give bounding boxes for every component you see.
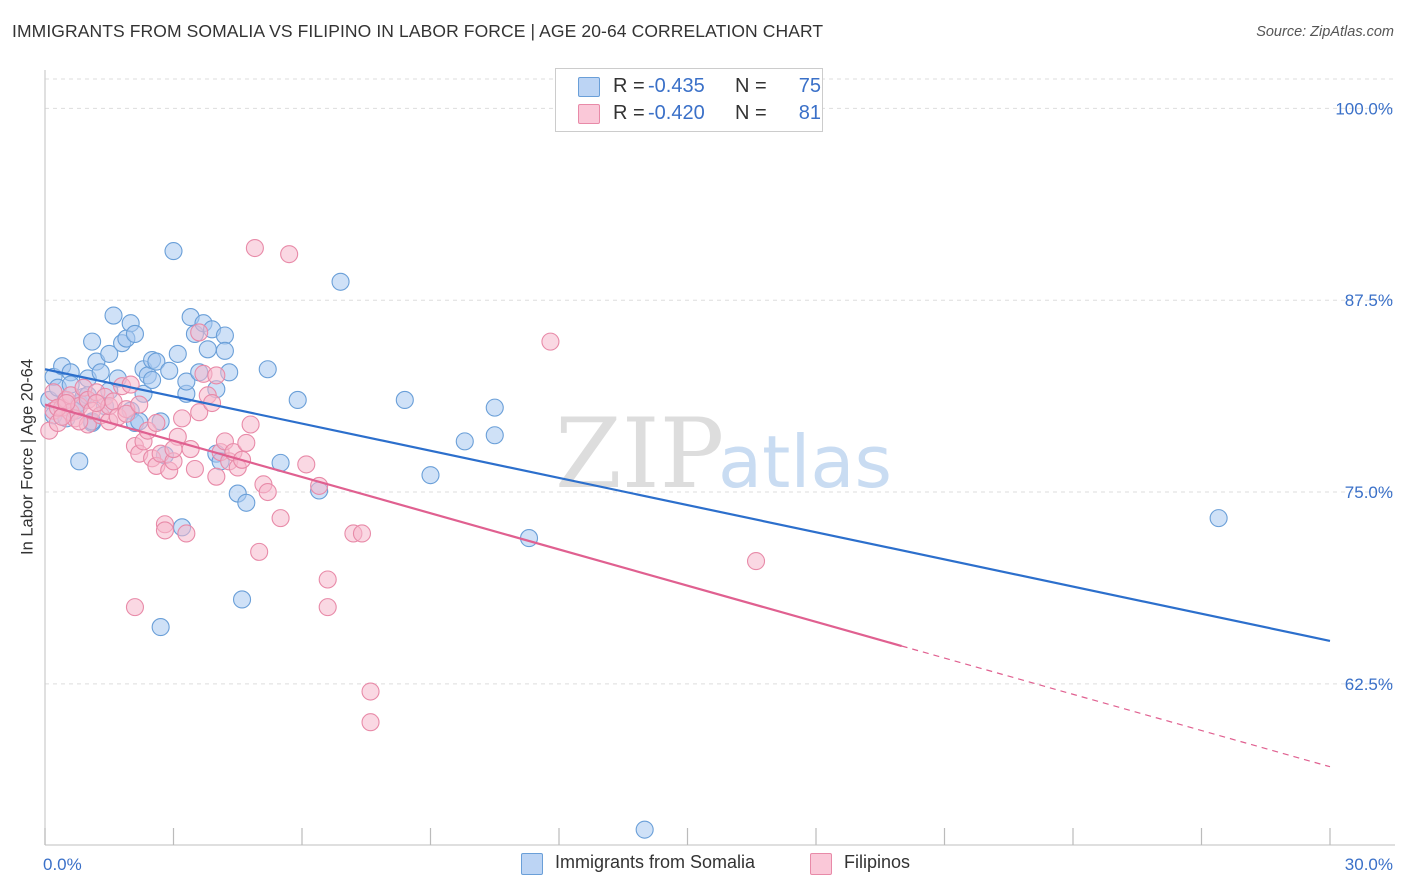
somalia-point bbox=[421, 466, 440, 485]
somalia-point bbox=[104, 306, 123, 325]
somalia-point bbox=[100, 344, 119, 363]
somalia-point bbox=[177, 372, 196, 391]
filipino-point bbox=[250, 542, 269, 561]
filipino-point bbox=[185, 459, 204, 479]
watermark: ZIP atlas bbox=[555, 398, 892, 510]
filipino-point bbox=[318, 570, 337, 589]
somalia-point bbox=[519, 529, 539, 548]
somalia-legend-label: Immigrants from Somalia bbox=[555, 852, 756, 872]
filipino-point bbox=[70, 412, 89, 431]
x-tick-label: 0.0% bbox=[43, 855, 82, 874]
somalia-point bbox=[237, 493, 256, 512]
filipino-point bbox=[190, 323, 209, 342]
filipino-point bbox=[87, 393, 106, 413]
filipino-swatch bbox=[578, 104, 600, 124]
filipino-point bbox=[541, 332, 560, 351]
filipino-point bbox=[352, 524, 372, 543]
somalia-point bbox=[215, 341, 234, 360]
somalia-point bbox=[164, 242, 183, 261]
x-tick-label: 30.0% bbox=[1345, 855, 1393, 874]
somalia-point bbox=[151, 618, 170, 637]
tick-labels: 62.5% 75.0% 87.5% 100.0% 0.0% 30.0% bbox=[43, 99, 1393, 874]
somalia-point bbox=[160, 361, 179, 380]
filipino-point bbox=[147, 413, 166, 433]
somalia-point bbox=[258, 360, 277, 379]
watermark-atlas: atlas bbox=[718, 420, 892, 504]
filipino-point bbox=[155, 521, 174, 540]
somalia-point bbox=[143, 370, 162, 390]
filipino-legend-swatch bbox=[810, 853, 832, 875]
somalia-point bbox=[168, 344, 187, 363]
y-tick-label: 100.0% bbox=[1335, 99, 1393, 118]
somalia-legend-swatch bbox=[521, 853, 543, 875]
filipino-point bbox=[241, 415, 260, 434]
somalia-point bbox=[70, 452, 89, 471]
legend-r-value: -0.435 bbox=[648, 75, 705, 97]
trend-lines bbox=[44, 368, 1331, 768]
somalia-point bbox=[198, 340, 217, 359]
somalia-point bbox=[485, 426, 504, 445]
somalia-point bbox=[125, 324, 144, 344]
y-tick-label: 75.0% bbox=[1345, 483, 1393, 502]
somalia-point bbox=[1209, 509, 1228, 528]
data-points bbox=[40, 238, 1228, 839]
somalia-point bbox=[232, 590, 252, 609]
filipino-point bbox=[258, 482, 277, 502]
watermark-zip: ZIP bbox=[555, 398, 724, 510]
filipino-point bbox=[130, 395, 149, 414]
somalia-point bbox=[91, 363, 110, 382]
filipino-point bbox=[173, 409, 192, 428]
filipino-point bbox=[237, 433, 256, 452]
legend-r-label: R = bbox=[613, 102, 645, 124]
somalia-point bbox=[455, 432, 474, 451]
filipino-point bbox=[177, 524, 196, 543]
legend-n-value: 81 bbox=[798, 102, 821, 124]
bottom-legend-filipinos: Filipinos bbox=[810, 852, 930, 876]
filipino-point bbox=[117, 404, 136, 423]
filipino-point bbox=[297, 455, 316, 474]
filipino-point bbox=[121, 375, 140, 394]
filipino-point bbox=[280, 245, 299, 264]
legend-n-label: N = bbox=[735, 102, 767, 124]
filipino-point bbox=[361, 713, 380, 732]
bottom-legend-somalia: Immigrants from Somalia bbox=[521, 852, 791, 876]
filipino-trend-extension bbox=[901, 645, 1331, 768]
filipino-point bbox=[361, 682, 380, 701]
legend-r-label: R = bbox=[613, 75, 645, 97]
somalia-point bbox=[288, 390, 307, 410]
legend-n-value: 75 bbox=[798, 75, 821, 97]
filipino-point bbox=[318, 598, 337, 617]
somalia-point bbox=[215, 326, 234, 345]
filipino-point bbox=[746, 552, 766, 571]
somalia-swatch bbox=[578, 77, 600, 97]
y-tick-label: 62.5% bbox=[1345, 675, 1393, 694]
y-tick-label: 87.5% bbox=[1345, 291, 1393, 310]
somalia-point bbox=[485, 398, 504, 417]
legend-r-value: -0.420 bbox=[648, 102, 705, 124]
somalia-point bbox=[635, 820, 654, 839]
axes bbox=[44, 70, 1395, 846]
filipino-point bbox=[271, 509, 290, 528]
somalia-point bbox=[83, 332, 102, 351]
filipino-point bbox=[207, 467, 226, 486]
source-label: Source: ZipAtlas.com bbox=[1256, 24, 1394, 40]
filipino-point bbox=[125, 598, 144, 617]
legend-n-label: N = bbox=[735, 75, 767, 97]
somalia-trend-line bbox=[44, 368, 1331, 642]
filipino-point bbox=[207, 366, 226, 385]
correlation-legend: R = -0.435 N = 75 R = -0.420 N = 81 bbox=[555, 68, 823, 132]
somalia-point bbox=[147, 352, 166, 371]
filipino-trend-line bbox=[44, 403, 902, 648]
somalia-point bbox=[395, 390, 414, 410]
filipino-point bbox=[245, 238, 264, 258]
somalia-point bbox=[331, 272, 350, 291]
filipino-legend-label: Filipinos bbox=[844, 852, 911, 872]
chart-title: IMMIGRANTS FROM SOMALIA VS FILIPINO IN L… bbox=[12, 21, 824, 41]
filipino-point bbox=[190, 403, 209, 422]
